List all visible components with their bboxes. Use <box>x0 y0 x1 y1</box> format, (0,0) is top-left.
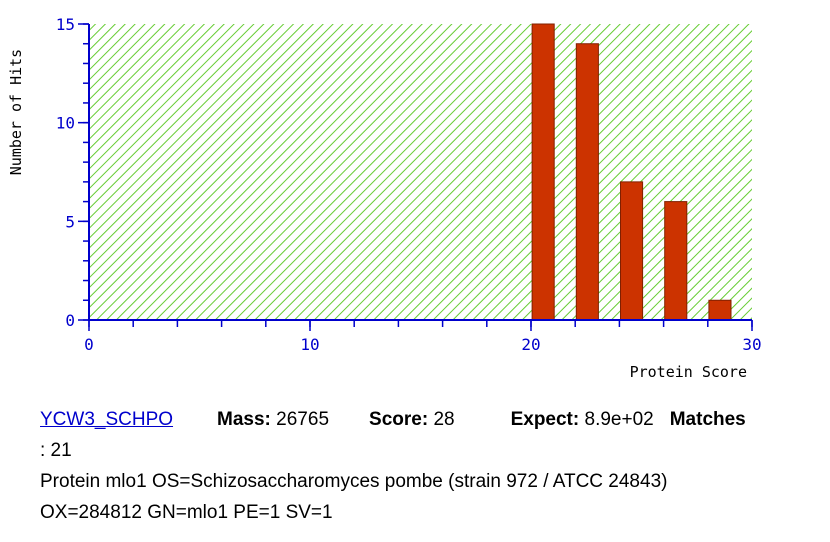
histogram-bar <box>664 201 688 321</box>
y-axis-title: Number of Hits <box>7 49 25 175</box>
matches-value: : 21 <box>40 440 72 461</box>
y-tick-label: 5 <box>65 212 75 231</box>
description-line-2: OX=284812 GN=mlo1 PE=1 SV=1 <box>40 502 333 523</box>
score-value: 28 <box>433 409 455 430</box>
mass-label: Mass: <box>217 409 271 430</box>
score-label: Score: <box>369 409 429 430</box>
description-line-1: Protein mlo1 OS=Schizosaccharomyces pomb… <box>40 471 668 492</box>
x-tick-label: 30 <box>742 335 761 354</box>
hit-summary-line: YCW3_SCHPO Mass: 26765 Score: 28 Expect: 8.… <box>40 404 825 435</box>
x-axis-title: Protein Score <box>630 363 747 381</box>
x-tick-label: 10 <box>300 335 319 354</box>
histogram-bar <box>575 43 599 321</box>
matches-label: Matches <box>669 409 746 430</box>
non-significant-region <box>89 24 752 320</box>
x-tick-label: 0 <box>84 335 94 354</box>
protein-score-histogram: 0 10 20 30 0 5 10 15 Number of Hits Protein Sco… <box>7 15 762 381</box>
y-tick-label: 0 <box>65 311 75 330</box>
accession-link[interactable]: YCW3_SCHPO <box>40 409 174 430</box>
expect-label: Expect: <box>510 409 580 430</box>
x-tick-label: 20 <box>521 335 540 354</box>
histogram-bar <box>531 23 555 321</box>
y-tick-label: 10 <box>56 114 75 133</box>
y-tick-label: 15 <box>56 15 75 34</box>
histogram-bar <box>620 181 644 321</box>
expect-value: 8.9e+02 <box>584 409 654 430</box>
histogram-bar <box>708 299 732 321</box>
mass-value: 26765 <box>276 409 330 430</box>
hit-summary: YCW3_SCHPO Mass: 26765 Score: 28 Expect: 8.… <box>40 404 825 528</box>
